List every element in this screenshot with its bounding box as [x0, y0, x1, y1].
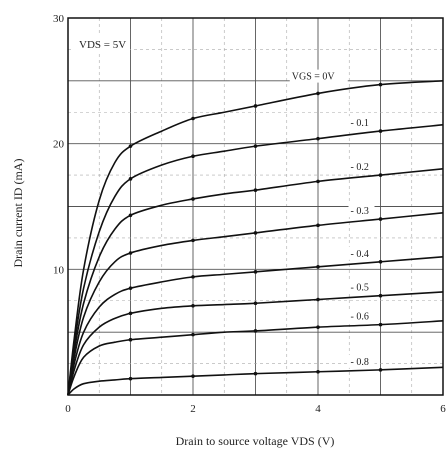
series-label: - 0.1	[351, 118, 369, 129]
data-point	[128, 177, 133, 181]
data-point	[253, 188, 258, 192]
data-point	[378, 82, 383, 87]
data-point	[253, 231, 258, 235]
data-point	[191, 116, 195, 121]
series-label: - 0.6	[351, 312, 369, 323]
data-point	[128, 213, 133, 218]
data-point	[316, 223, 320, 228]
data-point	[253, 301, 258, 306]
data-point	[191, 332, 195, 337]
series-label-bg	[348, 309, 375, 323]
tick-labels: 0 2 4 6 10 20 30	[53, 13, 446, 415]
data-point	[253, 329, 258, 333]
data-point	[253, 104, 258, 108]
data-point	[378, 368, 383, 372]
markers	[128, 82, 383, 381]
series-labels: VGS = 0V - 0.1 - 0.2 - 0.3 - 0.4 - 0.5 - 0.6 - …	[289, 69, 375, 368]
x-tick-label: 4	[315, 403, 321, 415]
series-label-bg	[348, 160, 375, 174]
data-point	[378, 293, 383, 298]
data-point	[378, 173, 383, 177]
data-point	[378, 217, 383, 221]
y-axis-label: Drain current ID (mA)	[11, 159, 25, 268]
x-tick-label: 0	[65, 403, 71, 415]
data-point	[316, 136, 320, 141]
series-label: - 0.4	[351, 249, 369, 260]
data-point	[378, 259, 383, 264]
series-label: - 0.8	[351, 357, 369, 368]
data-point	[253, 371, 258, 376]
data-point	[128, 376, 133, 381]
grid	[67, 17, 444, 396]
data-point	[378, 129, 383, 133]
data-point	[378, 322, 383, 327]
data-point	[128, 311, 133, 316]
series-label: VGS = 0V	[292, 72, 336, 83]
data-point	[316, 179, 320, 184]
data-point	[191, 197, 195, 201]
data-point	[253, 270, 258, 274]
data-point	[253, 144, 258, 148]
series-label-bg	[348, 116, 375, 130]
data-point	[316, 369, 320, 374]
series-label-bg	[348, 246, 375, 260]
annotation: VDS = 5V	[79, 39, 126, 51]
y-tick-label: 10	[53, 264, 65, 276]
series-label-bg	[289, 69, 348, 83]
series-label-bg	[348, 280, 375, 294]
data-point	[191, 303, 195, 308]
data-point	[191, 238, 195, 243]
annotation-box	[74, 33, 130, 53]
data-point	[191, 374, 195, 378]
data-point	[191, 275, 195, 279]
data-point	[128, 144, 133, 148]
x-axis-label: Drain to source voltage VDS (V)	[176, 434, 335, 448]
data-point	[316, 297, 320, 302]
series-label-bg	[348, 204, 375, 218]
data-point	[316, 325, 320, 329]
series-label: - 0.3	[351, 206, 369, 217]
y-tick-label: 20	[53, 139, 65, 151]
y-tick-label: 30	[53, 13, 65, 25]
data-point	[191, 154, 195, 159]
x-tick-label: 2	[190, 403, 196, 415]
series-label: - 0.2	[351, 162, 369, 173]
data-point	[128, 286, 133, 290]
plot-frame	[67, 17, 444, 396]
data-point	[128, 251, 133, 255]
series-label: - 0.5	[351, 283, 369, 294]
data-point	[128, 337, 133, 342]
data-point	[316, 265, 320, 269]
x-tick-label: 6	[440, 403, 446, 415]
data-point	[316, 91, 320, 96]
series-label-bg	[348, 354, 375, 368]
